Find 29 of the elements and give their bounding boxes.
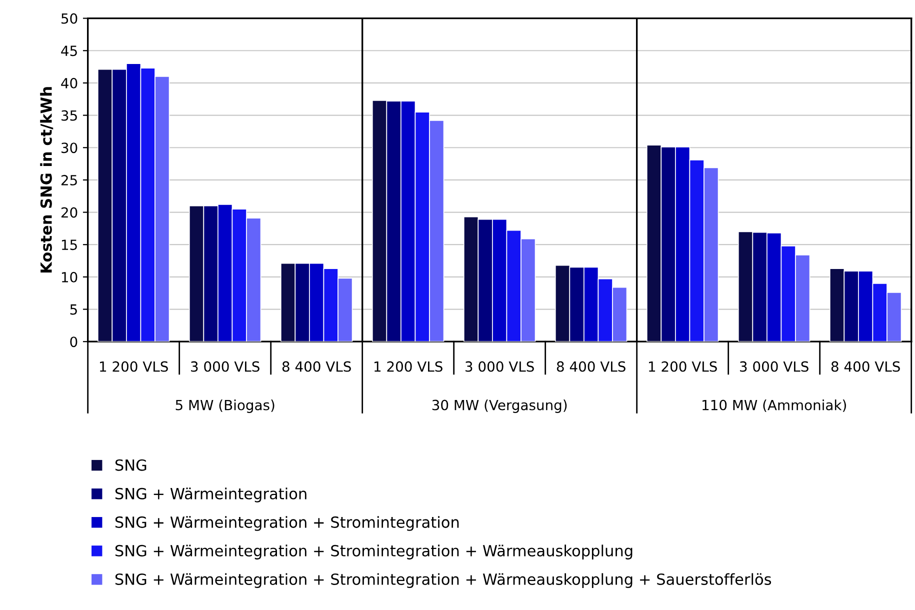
y-tick-label: 0: [70, 336, 78, 348]
x-tick-label: 8 400 VLS: [282, 361, 351, 372]
x-tick-label: 3 000 VLS: [740, 361, 808, 372]
y-axis-title: Kosten SNG in ct/kWh: [40, 87, 54, 273]
text: 110 MW (Ammoniak): [702, 400, 846, 412]
y-tick-label: 30: [62, 142, 78, 154]
y-tick-label: 15: [62, 240, 77, 250]
x-tick-label: 8 400 VLS: [556, 361, 626, 372]
x-tick-label: 3 000 VLS: [466, 361, 534, 372]
legend-label: SNG + Wärmeintegration + Stromintegration + Wärmeauskopplung + Sauerstofferlös: [115, 573, 772, 588]
legend-label: SNG + Wärmeintegration: [115, 488, 306, 502]
x-tick-label: 3 000 VLS: [191, 361, 260, 372]
y-tick-label: 50: [62, 13, 78, 24]
legend-label: SNG: [115, 459, 146, 471]
x-tick-label: 1 200 VLS: [649, 361, 717, 372]
text: 5 MW (Biogas): [176, 400, 274, 413]
y-tick-label: 10: [62, 272, 78, 282]
legend-label: SNG + Wärmeintegration + Stromintegration + Wärmeauskopplung: [115, 544, 632, 560]
legend-label: SNG + Wärmeintegration + Stromintegration: [115, 516, 459, 531]
y-tick-label: 5: [70, 304, 77, 315]
text: 30 MW (Vergasung): [432, 400, 567, 413]
x-tick-label: 1 200 VLS: [374, 361, 442, 372]
y-tick-label: 20: [61, 207, 78, 218]
y-tick-label: 35: [62, 110, 77, 121]
y-tick-label: 25: [61, 174, 77, 186]
y-tick-label: 45: [61, 46, 77, 56]
y-tick-label: 40: [61, 78, 78, 88]
x-tick-label: 1 200 VLS: [100, 361, 168, 372]
x-tick-label: 8 400 VLS: [831, 361, 900, 372]
